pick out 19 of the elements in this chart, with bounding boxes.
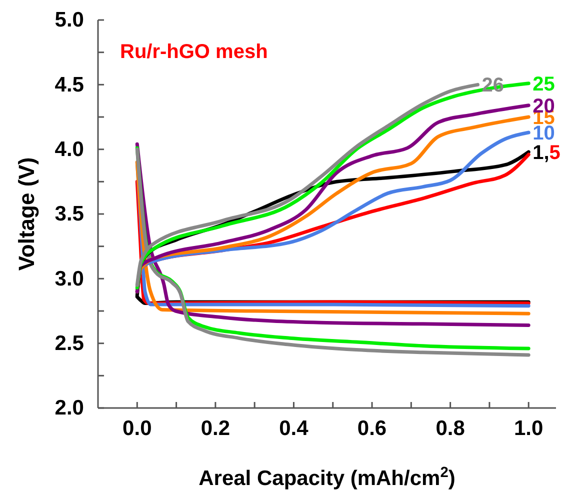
y-tick-label: 2.5 [54,332,84,356]
y-axis-title: Voltage (V) [14,157,39,271]
y-tick-label: 3.0 [54,267,84,290]
y-tick-label: 4.0 [54,138,84,162]
series-label: 25 [532,73,555,96]
x-tick-label: 0.4 [279,416,309,440]
x-axis-title: Areal Capacity (mAh/cm$^{2}$) [198,465,456,490]
series-label: 5 [549,142,560,164]
x-tick-label: 0.8 [436,416,466,440]
y-tick-label: 2.0 [54,396,84,420]
text: Ru/r-hGO mesh [120,41,268,63]
x-tick-label: 1.0 [514,416,544,440]
y-tick-label: 4.5 [54,73,84,96]
x-tick-label: 0.0 [122,416,152,440]
series-label: 1, [532,142,550,164]
y-tick-label: 5.0 [54,8,84,32]
x-tick-label: 0.2 [200,416,230,440]
y-tick-label: 3.5 [54,202,84,226]
x-tick-label: 0.6 [357,416,387,440]
